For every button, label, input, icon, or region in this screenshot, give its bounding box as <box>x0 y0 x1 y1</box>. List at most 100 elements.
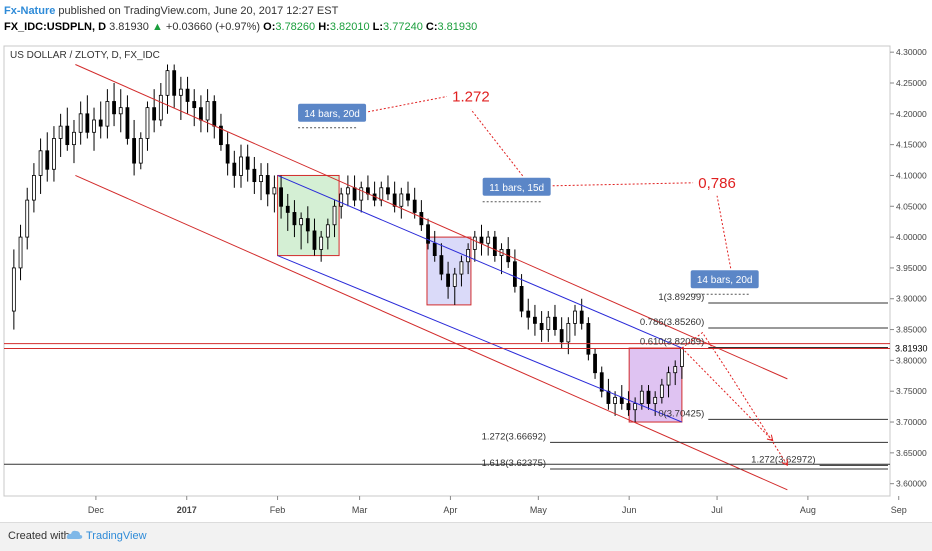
x-tick-label: Dec <box>88 505 105 515</box>
red-channel-line <box>75 174 788 491</box>
fib-level-label: 1.272(3.66692) <box>482 431 546 442</box>
candle-body <box>392 193 397 207</box>
candle-body <box>205 101 210 121</box>
candle-body <box>452 273 457 287</box>
candle-body <box>265 175 270 195</box>
candle-body <box>32 175 36 201</box>
candle-body <box>553 316 557 330</box>
current-price-label: 3.81930 <box>895 343 928 353</box>
y-tick-label: 3.65000 <box>896 448 927 458</box>
candle-body <box>432 242 437 256</box>
candle-body <box>606 390 611 404</box>
candle-body <box>305 218 310 232</box>
open-value: 3.78260 <box>275 21 316 33</box>
x-tick-label: 2017 <box>177 505 197 515</box>
low-label: L: <box>372 21 384 33</box>
price-chart[interactable]: US DOLLAR / ZLOTY, D, FX_IDC 4.30000 4.250… <box>0 38 932 522</box>
candle-body <box>145 107 150 139</box>
candle-body <box>339 193 344 207</box>
projection-path-secondary <box>681 347 774 441</box>
candle-body <box>439 255 444 275</box>
candle-body <box>319 236 324 250</box>
x-tick-label: Jun <box>622 505 637 515</box>
y-tick-label: 4.10000 <box>896 170 927 180</box>
candle-body <box>412 199 417 213</box>
publisher-name[interactable]: Fx-Nature <box>4 5 56 17</box>
candle-body <box>352 187 357 201</box>
tradingview-cloud-icon[interactable] <box>66 528 84 542</box>
candle-body <box>680 347 684 367</box>
candle-body <box>192 101 197 109</box>
projection-arrow <box>766 434 774 442</box>
candle-body <box>232 162 237 176</box>
candle-body <box>559 329 564 343</box>
candle-body <box>599 372 604 392</box>
candle-body <box>613 396 617 404</box>
candle-body <box>546 316 551 330</box>
blue-channel-line <box>277 255 683 423</box>
y-tick-label: 4.30000 <box>896 47 927 57</box>
fib-level-label: 0.610(3.82089) <box>640 337 704 348</box>
candle-body <box>519 286 524 312</box>
candle-body <box>459 261 464 275</box>
candle-body <box>132 138 137 164</box>
symbol-label: FX_IDC:USDPLN, D <box>4 21 107 33</box>
change-arrow-icon: ▲ <box>151 21 163 33</box>
fib-level-label: 0(3.70425) <box>658 408 704 419</box>
candle-body <box>252 168 257 183</box>
y-tick-label: 4.25000 <box>896 78 927 88</box>
y-tick-label: 3.80000 <box>896 355 927 365</box>
open-label: O: <box>263 21 276 33</box>
candle-body <box>466 249 471 263</box>
candle-body <box>379 187 384 201</box>
high-label: H: <box>318 21 330 33</box>
fib-ratio-connector <box>367 95 448 113</box>
y-tick-label: 3.70000 <box>896 417 927 427</box>
candle-body <box>25 199 30 238</box>
candle-body <box>199 107 203 121</box>
candle-body <box>386 187 390 195</box>
last-price: 3.81930 <box>109 21 149 33</box>
current-price-tag <box>892 341 930 355</box>
candle-body <box>78 113 83 133</box>
candle-body <box>526 310 531 318</box>
candle-body <box>92 119 96 133</box>
candle-body <box>593 353 597 374</box>
candle-body <box>178 88 183 96</box>
tradingview-brand[interactable]: TradingView <box>86 530 147 542</box>
candle-body <box>619 396 624 404</box>
red-channel-line <box>75 64 788 380</box>
candle-body <box>646 390 651 404</box>
candle-body <box>225 144 230 164</box>
candle-body <box>172 70 177 96</box>
projection-arrow <box>781 459 788 466</box>
candle-body <box>285 205 290 213</box>
candle-body <box>158 94 163 121</box>
candle-body <box>586 322 591 355</box>
change-value: +0.03660 (+0.97%) <box>165 21 261 33</box>
candle-body <box>312 230 317 250</box>
x-tick-label: Aug <box>800 505 816 515</box>
bar-count-box <box>298 103 367 122</box>
chart-title: US DOLLAR / ZLOTY, D, FX_IDC <box>10 50 160 61</box>
candle-body <box>479 236 484 244</box>
candle-body <box>45 150 50 170</box>
candle-body <box>272 187 277 195</box>
y-tick-label: 3.95000 <box>896 263 927 273</box>
x-tick-label: Apr <box>443 505 457 515</box>
candle-body <box>486 236 491 244</box>
candle-body <box>38 150 43 176</box>
fib-level-label: 1(3.89299) <box>658 292 704 303</box>
x-tick-label: Feb <box>270 505 286 515</box>
x-tick-label: Mar <box>352 505 368 515</box>
candle-body <box>512 261 517 287</box>
y-tick-label: 4.20000 <box>896 109 927 119</box>
close-value: 3.81930 <box>437 21 478 33</box>
candle-body <box>58 125 63 139</box>
candle-body <box>279 187 283 207</box>
low-value: 3.77240 <box>383 21 423 33</box>
y-tick-label: 4.15000 <box>896 140 927 150</box>
candle-body <box>446 273 450 287</box>
candle-body <box>212 101 217 127</box>
fib-level-label: 1.272(3.62972) <box>751 454 815 465</box>
